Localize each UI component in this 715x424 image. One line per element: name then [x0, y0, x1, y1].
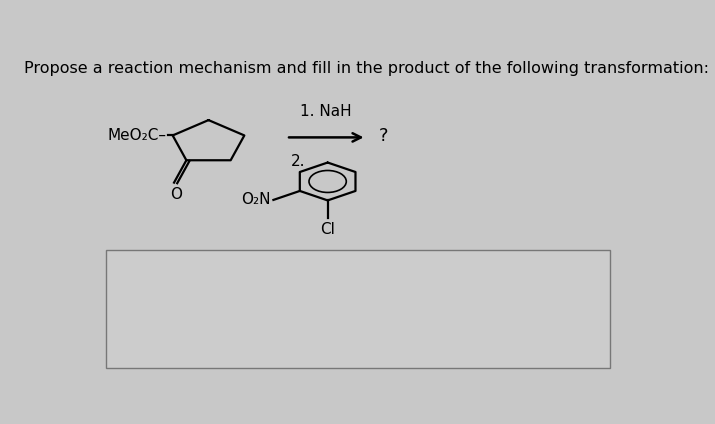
Text: 2.: 2.: [290, 154, 305, 169]
Text: O: O: [169, 187, 182, 201]
Text: MeO₂C–: MeO₂C–: [107, 128, 167, 143]
Text: 1. NaH: 1. NaH: [300, 104, 352, 120]
Text: Cl: Cl: [320, 222, 335, 237]
Text: O₂N: O₂N: [241, 192, 271, 207]
FancyBboxPatch shape: [106, 250, 611, 368]
Text: ?: ?: [379, 127, 388, 145]
Text: Propose a reaction mechanism and fill in the product of the following transforma: Propose a reaction mechanism and fill in…: [24, 61, 709, 75]
